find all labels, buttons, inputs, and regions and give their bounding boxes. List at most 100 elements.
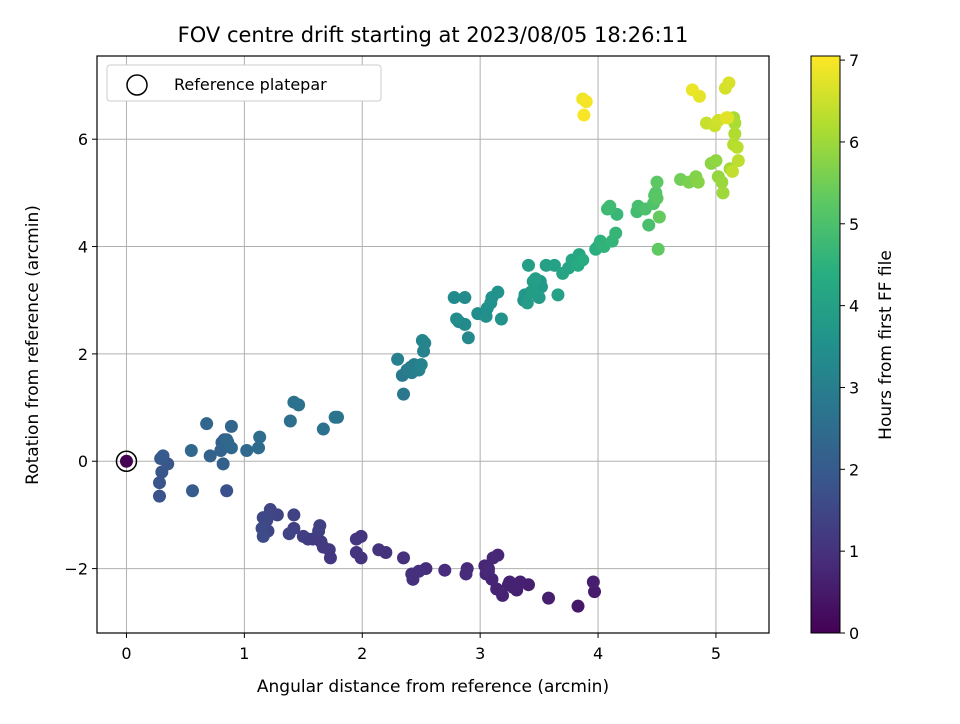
legend-label: Reference platepar	[174, 75, 327, 94]
data-point	[184, 444, 198, 458]
colorbar-tick-label: 5	[849, 215, 859, 234]
colorbar-tick-label: 4	[849, 297, 859, 316]
data-point	[349, 532, 363, 546]
data-point	[119, 454, 133, 468]
data-point	[397, 551, 411, 565]
data-point	[731, 154, 745, 168]
data-point	[588, 585, 602, 599]
data-point	[331, 410, 345, 424]
data-point	[529, 272, 543, 286]
data-point	[224, 419, 238, 433]
data-point	[372, 543, 386, 557]
data-point	[730, 140, 744, 154]
data-point	[586, 575, 600, 589]
y-tick-label: 2	[78, 345, 88, 364]
data-point	[282, 527, 296, 541]
data-point	[486, 551, 500, 565]
colorbar-tick-label: 2	[849, 460, 859, 479]
data-point	[652, 210, 666, 224]
legend-box	[106, 64, 382, 102]
data-point	[603, 199, 617, 213]
colorbar-ticks: 0 1 2 3 4 5 6 7	[840, 51, 859, 643]
colorbar: 0 1 2 3 4 5 6 7 Hours from first FF file	[810, 51, 896, 643]
colorbar-tick-label: 1	[849, 542, 859, 561]
y-axis-label: Rotation from reference (arcmin)	[23, 205, 43, 485]
data-point	[490, 582, 504, 596]
data-point	[691, 175, 705, 189]
data-point	[520, 296, 534, 310]
data-points	[119, 76, 745, 613]
x-tick-label: 1	[239, 644, 249, 663]
data-point	[316, 422, 330, 436]
data-point	[576, 253, 590, 267]
data-point	[224, 441, 238, 455]
data-point	[287, 395, 301, 409]
data-point	[256, 529, 270, 543]
data-point	[609, 226, 623, 240]
data-point	[650, 191, 664, 205]
data-point	[716, 186, 730, 200]
plot-frame	[96, 55, 770, 634]
legend-reference-marker	[126, 74, 148, 96]
data-point	[728, 127, 742, 141]
data-point	[725, 164, 739, 178]
colorbar-tick-label: 0	[849, 624, 859, 643]
data-point	[458, 291, 472, 305]
reference-platepar-marker	[115, 450, 138, 472]
data-point	[642, 218, 656, 232]
data-point	[651, 242, 665, 256]
grid-lines	[97, 56, 769, 633]
colorbar-gradient	[810, 55, 841, 634]
x-tick-label: 3	[475, 644, 485, 663]
data-point	[203, 449, 217, 463]
y-axis-ticks: −2 0 2 4 6	[64, 130, 97, 579]
data-point	[296, 529, 310, 543]
data-point	[447, 291, 461, 305]
reference-marker-group	[115, 450, 138, 472]
data-point	[722, 76, 736, 90]
data-point	[715, 175, 729, 189]
data-point	[252, 441, 266, 455]
data-point	[156, 449, 170, 463]
data-point	[240, 444, 254, 458]
data-point	[283, 414, 297, 428]
x-tick-label: 5	[711, 644, 721, 663]
x-tick-label: 2	[357, 644, 367, 663]
data-point	[547, 258, 561, 272]
data-point	[579, 95, 593, 109]
data-point	[349, 545, 363, 559]
data-point	[313, 519, 327, 533]
data-point	[685, 83, 699, 97]
data-point	[709, 154, 723, 168]
data-point	[253, 430, 267, 444]
data-point	[542, 591, 556, 605]
data-point	[152, 476, 166, 490]
x-tick-label: 0	[121, 644, 131, 663]
data-point	[152, 489, 166, 503]
data-point	[551, 288, 565, 302]
data-point	[481, 564, 495, 578]
data-point	[521, 258, 535, 272]
data-point	[185, 484, 199, 498]
data-point	[256, 511, 270, 525]
data-point	[220, 484, 234, 498]
y-tick-label: 6	[78, 130, 88, 149]
y-tick-label: −2	[64, 560, 88, 579]
data-point	[506, 580, 520, 594]
data-point	[525, 285, 539, 299]
data-point	[200, 417, 214, 431]
x-axis-label: Angular distance from reference (arcmin)	[257, 677, 609, 697]
data-point	[720, 111, 734, 125]
data-point	[391, 352, 405, 366]
data-point	[491, 285, 505, 299]
legend: Reference platepar	[106, 64, 382, 102]
colorbar-tick-label: 3	[849, 378, 859, 397]
data-point	[577, 108, 591, 122]
x-tick-label: 4	[593, 644, 603, 663]
data-point	[216, 457, 230, 471]
data-point	[571, 599, 585, 613]
data-point	[459, 567, 473, 581]
chart-title: FOV centre drift starting at 2023/08/05 …	[178, 23, 689, 47]
colorbar-tick-label: 7	[849, 51, 859, 70]
